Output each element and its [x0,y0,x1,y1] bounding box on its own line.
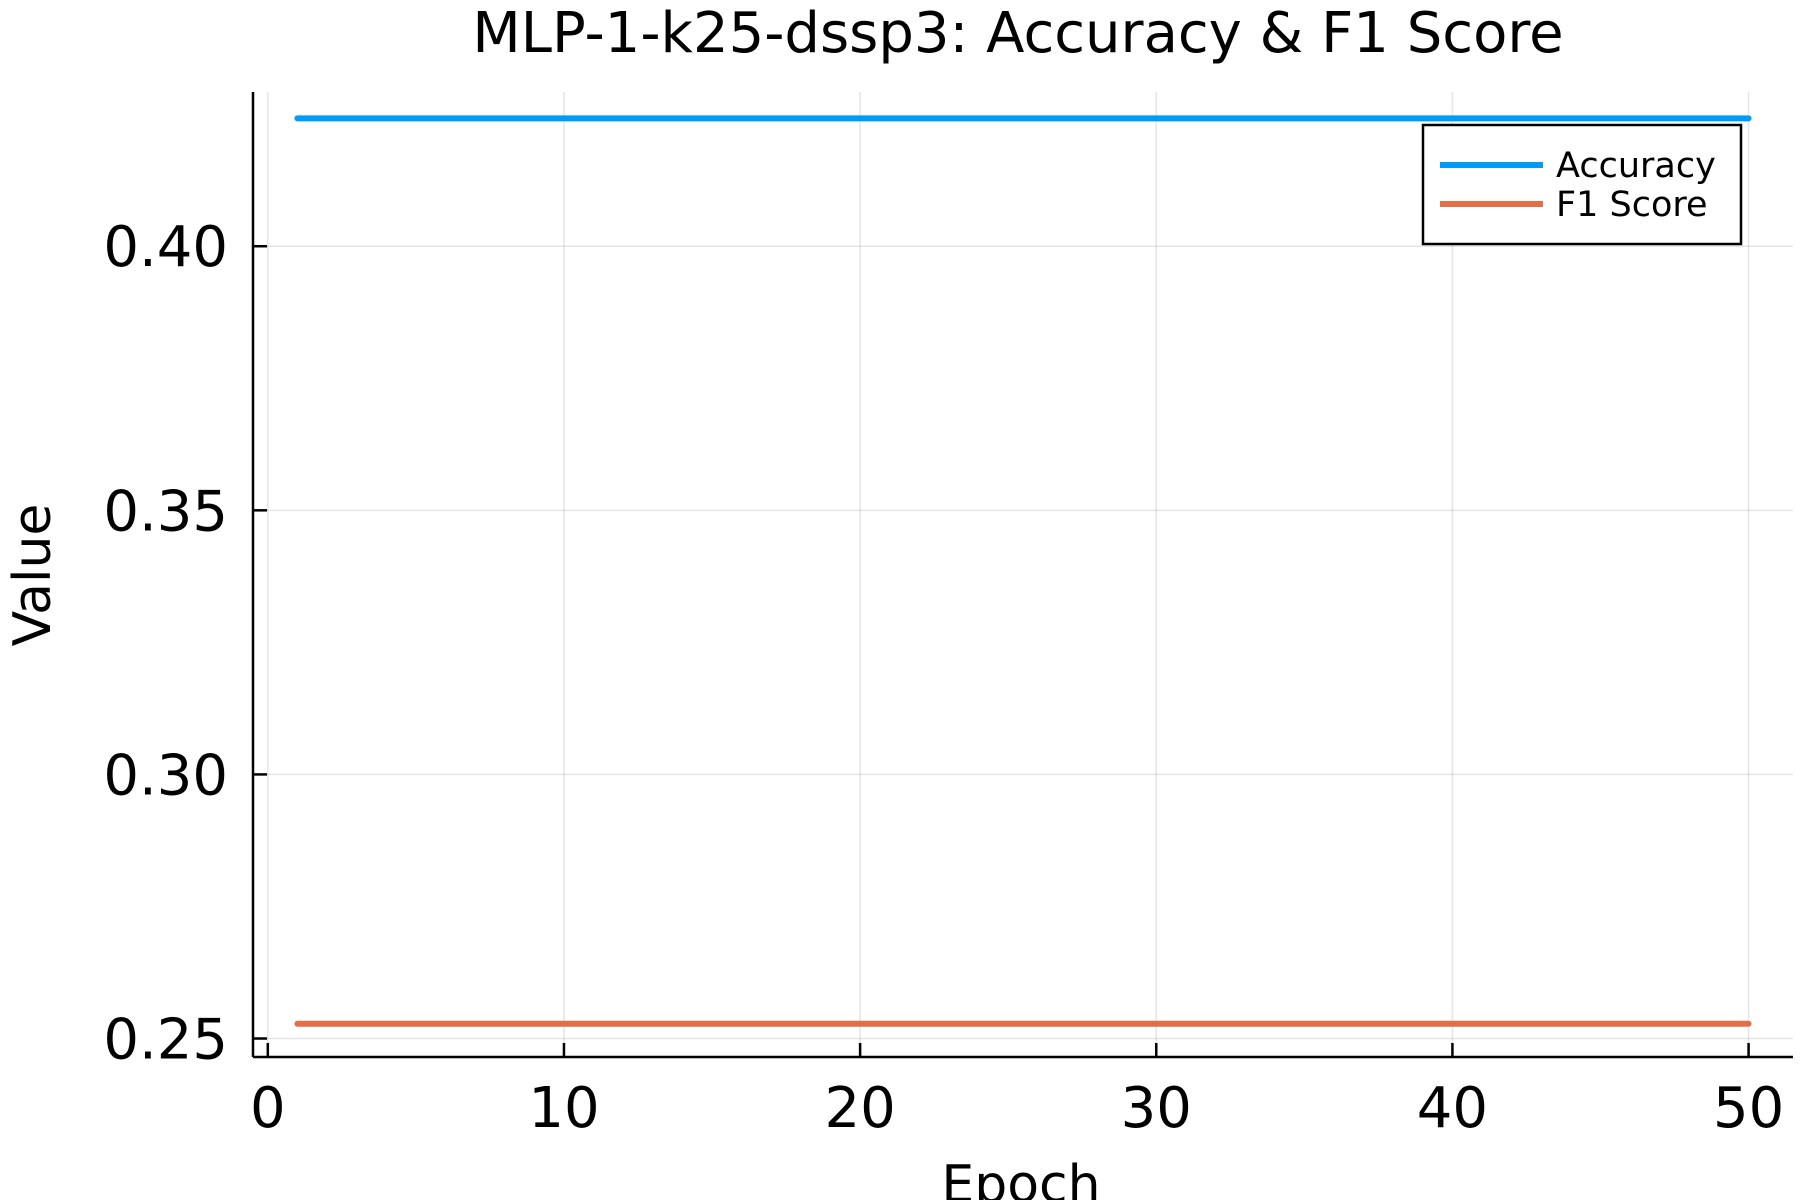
y-tick-label: 0.30 [103,743,228,808]
x-tick-label: 50 [1713,1076,1784,1141]
x-tick-label: 30 [1121,1076,1192,1141]
legend-label: Accuracy [1556,146,1716,186]
legend-label: F1 Score [1556,185,1708,225]
x-tick-label: 40 [1417,1076,1488,1141]
x-tick-label: 20 [824,1076,895,1141]
axes [251,92,1793,1059]
chart-title: MLP-1-k25-dssp3: Accuracy & F1 Score [472,1,1563,66]
data-series [294,115,1752,1027]
y-tick-label: 0.35 [103,479,228,544]
y-tick-label: 0.40 [103,215,228,280]
y-axis-label: Value [3,504,63,647]
x-axis-label: Epoch [941,1155,1100,1200]
y-tick-label: 0.25 [103,1008,228,1073]
x-tick-label: 0 [250,1076,286,1141]
legend-box [1421,123,1743,246]
grid-lines [253,92,1793,1057]
tick-labels: 0 10 20 30 40 50 0.25 0.30 0.35 0.40 [103,215,1784,1141]
x-tick-label: 10 [528,1076,599,1141]
